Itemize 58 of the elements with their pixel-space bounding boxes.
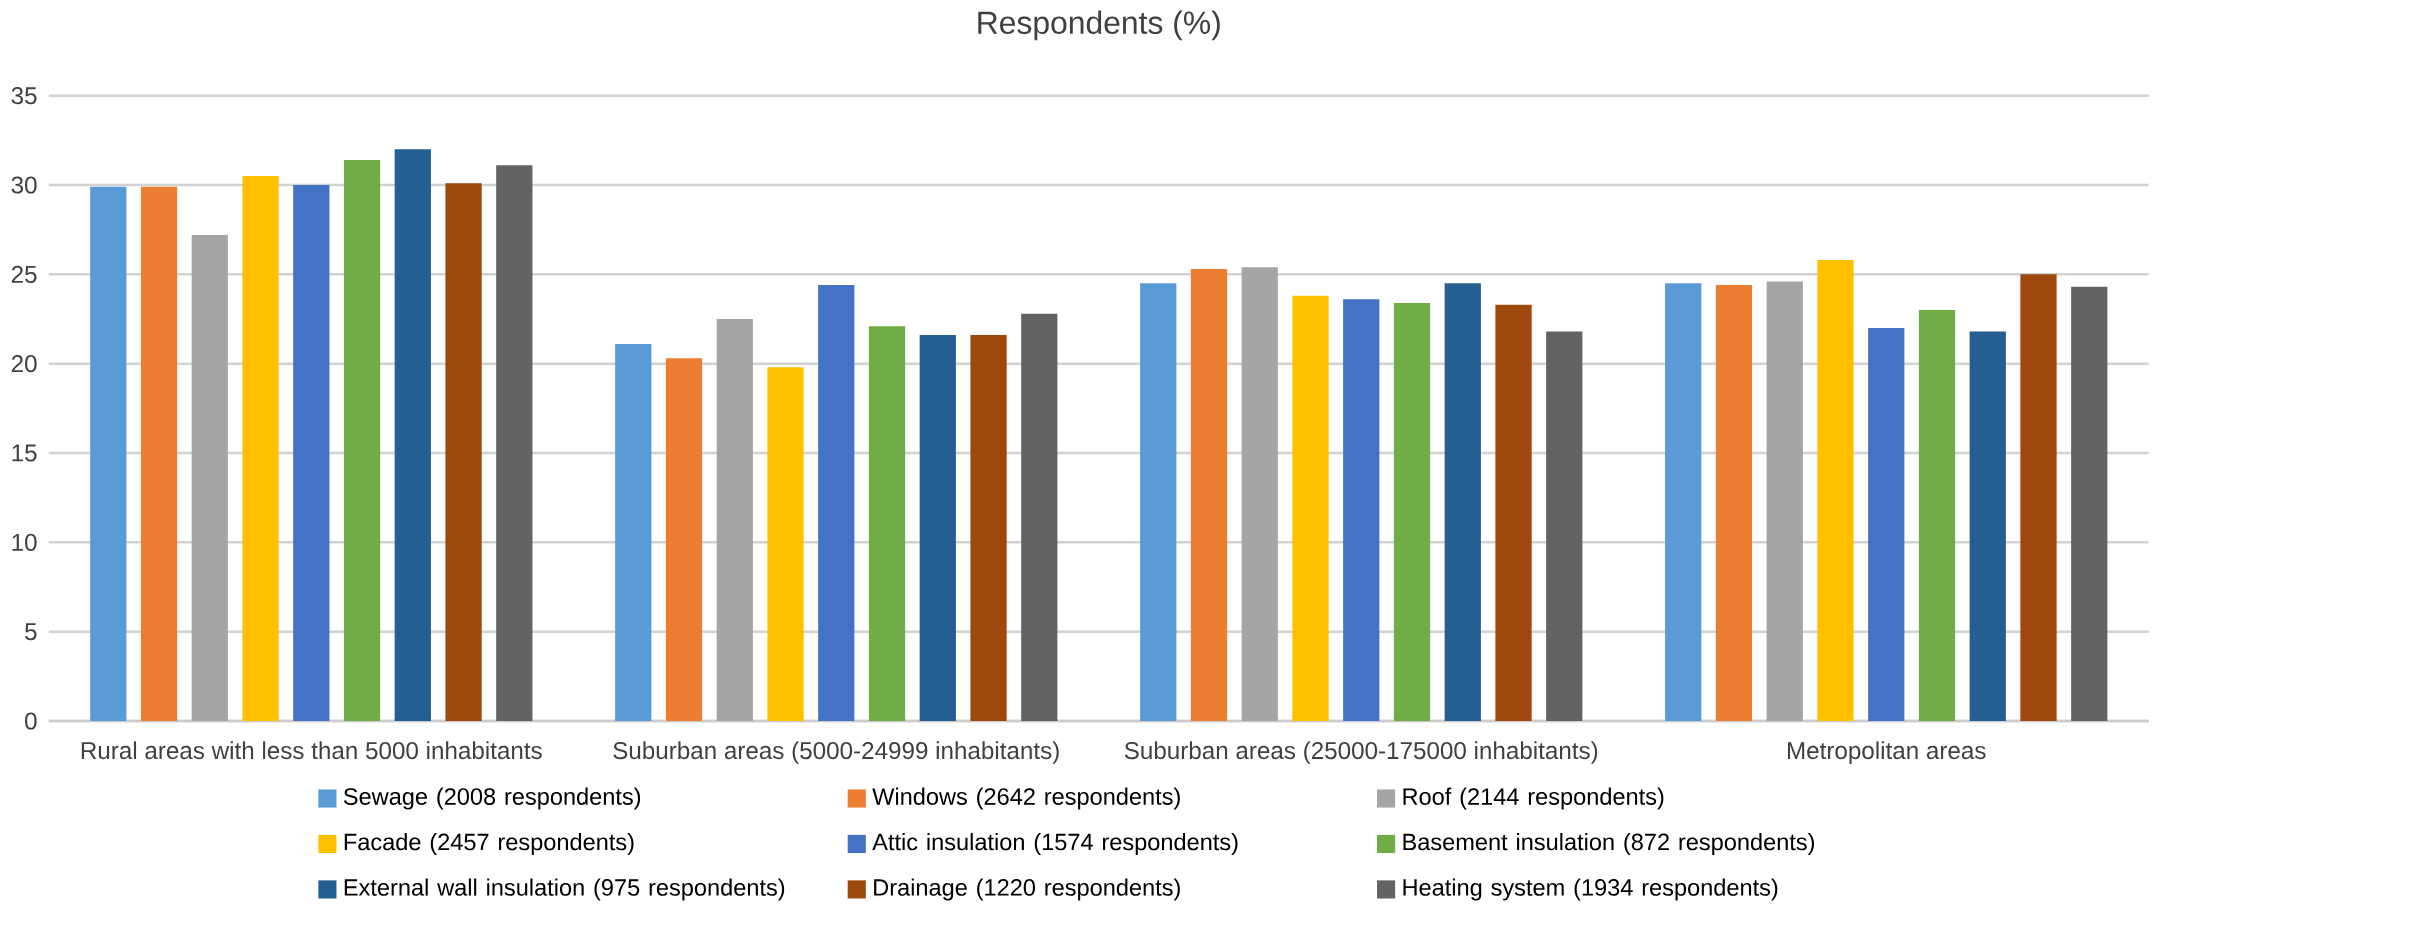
bar [191, 234, 228, 721]
legend-label: Attic insulation (1574 respondents) [872, 832, 1238, 855]
legend-label: Windows (2642 respondents) [872, 787, 1180, 810]
legend-label: Drainage (1220 respondents) [874, 878, 1180, 901]
bar [445, 182, 482, 721]
bar [1546, 331, 1583, 721]
bar [1969, 331, 2006, 721]
bar [767, 367, 804, 721]
bar [818, 284, 855, 721]
bar [293, 184, 330, 721]
bar [1495, 304, 1532, 721]
bar [970, 334, 1007, 721]
y-tick-label: 15 [12, 444, 37, 462]
y-tick-label: 30 [11, 176, 37, 194]
bar [1343, 299, 1380, 721]
bar [242, 175, 279, 721]
x-tick-label: Rural areas with less than 5000 inhabitants [81, 741, 542, 759]
bar [343, 159, 381, 721]
y-tick-label: 20 [11, 354, 37, 373]
x-tick-label: Suburban areas (25000-175000 inhabitants) [1124, 741, 1598, 764]
bar [1444, 283, 1481, 721]
bar [1766, 281, 1803, 721]
y-tick-label: 5 [25, 622, 37, 640]
y-tick-label: 10 [12, 533, 37, 551]
bar [1292, 295, 1329, 721]
bar [2071, 286, 2108, 721]
bar [1665, 283, 1702, 721]
legend-label: External wall insulation (975 respondents) [344, 878, 785, 901]
bar [1817, 259, 1854, 721]
y-tick-label: 25 [11, 265, 37, 283]
bar [1021, 313, 1058, 721]
bar [716, 318, 753, 721]
bar [615, 343, 652, 721]
x-tick-label: Metropolitan areas [1787, 741, 1986, 764]
bar [868, 325, 906, 721]
chart-title: Respondents (%) [978, 10, 1220, 41]
bar [1190, 268, 1228, 721]
y-tick-label: 35 [11, 86, 37, 105]
y-tick-label: 0 [25, 712, 37, 730]
legend-label: Roof (2144 respondents) [1403, 787, 1664, 810]
legend-label: Sewage (2008 respondents) [343, 787, 641, 810]
bar [496, 165, 533, 721]
bar [1918, 309, 1956, 721]
bar [140, 186, 178, 721]
bar [1715, 284, 1753, 721]
bar [1868, 327, 1905, 721]
bar [394, 149, 431, 721]
bar [1241, 266, 1278, 721]
legend-label: Basement insulation (872 respondents) [1403, 832, 1815, 855]
bar [90, 186, 127, 721]
bar [919, 334, 956, 721]
bar [1393, 302, 1431, 721]
legend-label: Facade (2457 respondents) [344, 832, 634, 855]
x-tick-label: Suburban areas (5000-24999 inhabitants) [613, 741, 1059, 764]
legend-label: Heating system (1934 respondents) [1403, 878, 1778, 901]
bar [1140, 283, 1177, 721]
bar [665, 358, 703, 721]
bar [2020, 274, 2057, 721]
